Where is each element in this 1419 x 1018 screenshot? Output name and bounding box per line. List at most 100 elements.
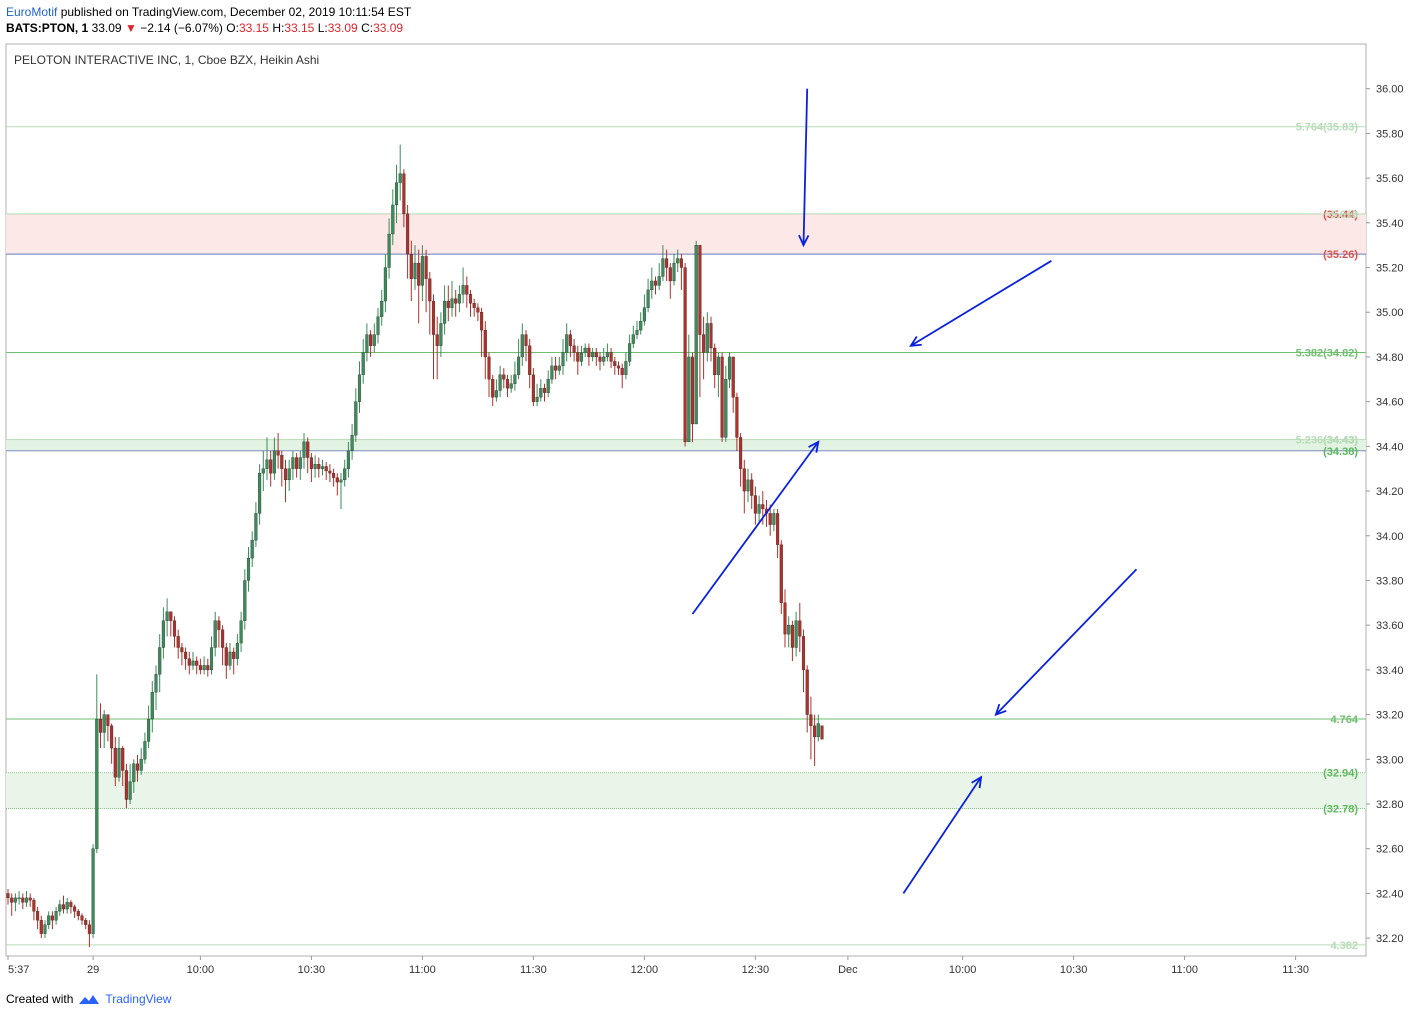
candle-body: [402, 173, 406, 215]
candle-body: [150, 692, 154, 720]
candle-body: [198, 665, 202, 671]
candle-body: [417, 262, 421, 286]
candle-body: [102, 714, 106, 733]
candle-body: [513, 374, 517, 384]
candle-body: [653, 280, 658, 286]
candle-body: [409, 253, 413, 279]
open-value: 33.15: [238, 21, 269, 35]
candle-body: [398, 173, 402, 183]
candle-body: [73, 906, 77, 912]
candle-body: [531, 374, 535, 402]
candle-body: [180, 647, 184, 653]
resistance-zone-top-label: (35.44): [1323, 209, 1358, 221]
candle-body: [739, 437, 743, 469]
support-zone-top-label: (32.94): [1323, 768, 1358, 780]
last-price: 33.09: [91, 21, 122, 35]
candle-body: [154, 674, 158, 693]
candle-body: [587, 347, 591, 358]
price-tick-label: 35.40: [1376, 218, 1404, 230]
candle-body: [591, 352, 595, 358]
candle-body: [487, 356, 491, 380]
candle-body: [639, 321, 643, 331]
candle-body: [309, 457, 313, 469]
candle-body: [620, 367, 624, 375]
candle-body: [787, 625, 791, 635]
candles-layer: [6, 144, 824, 948]
candle-body: [291, 457, 295, 469]
quote-line: BATS:PTON, 1 33.09 ▼ −2.14 (−6.07%) O:33…: [6, 20, 411, 36]
candle-body: [32, 899, 36, 912]
candle-body: [76, 911, 80, 916]
close-value: 33.09: [373, 21, 404, 35]
candle-body: [713, 347, 717, 375]
candle-body: [616, 365, 621, 369]
time-tick-label: 10:30: [1060, 964, 1088, 976]
candle-body: [557, 365, 561, 371]
candle-body: [613, 361, 617, 367]
candle-body: [10, 897, 14, 903]
price-tick-label: 33.80: [1376, 575, 1404, 587]
change-down-icon: ▼: [124, 21, 137, 35]
candle-body: [132, 763, 136, 782]
candle-body: [498, 374, 502, 391]
candle-body: [387, 233, 391, 268]
candle-body: [694, 245, 698, 425]
mid-zone: [6, 439, 1366, 451]
candle-body: [235, 642, 239, 659]
candle-body: [335, 477, 339, 483]
candle-body: [258, 473, 262, 514]
candle-body: [742, 468, 746, 492]
candle-body: [261, 468, 265, 474]
time-axis[interactable]: 5:37 29 10:00 10:30 11:00 11:30 12:00 12:30 Dec 1…: [7, 956, 1309, 976]
candle-body: [561, 352, 565, 367]
candle-body: [517, 356, 521, 375]
candle-body: [550, 365, 554, 380]
candle-body: [80, 915, 84, 921]
candle-body: [143, 741, 147, 760]
created-with-label: Created with: [6, 992, 74, 1006]
time-tick-label: 11:00: [409, 964, 436, 976]
candle-body: [276, 450, 280, 456]
publish-line: EuroMotif published on TradingView.com, …: [6, 4, 411, 20]
candle-body: [502, 374, 506, 380]
time-tick-label: 11:30: [1282, 964, 1309, 976]
candle-body: [184, 651, 188, 659]
candle-body: [243, 580, 247, 621]
price-tick-label: 32.40: [1376, 888, 1404, 900]
candle-body: [790, 625, 794, 648]
candle-body: [17, 897, 21, 900]
candle-body: [609, 352, 613, 362]
candle-body: [731, 356, 735, 398]
candle-body: [21, 897, 25, 903]
price-tick-label: 32.80: [1376, 799, 1404, 811]
candle-body: [465, 285, 469, 295]
candle-body: [753, 495, 757, 514]
price-tick-label: 34.00: [1376, 531, 1404, 543]
zones-layer: (35.44) (35.26) (34.43)(34.38) (32.94) (32.7…: [6, 209, 1366, 815]
candle-body: [565, 334, 569, 353]
candle-body: [121, 747, 125, 771]
author-link[interactable]: EuroMotif: [6, 5, 58, 19]
candle-body: [139, 759, 143, 771]
price-tick-label: 34.80: [1376, 352, 1404, 364]
candle-body: [87, 924, 91, 934]
candle-body: [28, 897, 32, 901]
plot-frame: [5, 43, 1367, 957]
candle-body: [598, 356, 602, 362]
candle-body: [801, 636, 806, 671]
price-tick-label: 35.00: [1376, 307, 1404, 319]
candle-body: [287, 468, 291, 481]
fib-levels-layer: 5.764(35.83) 5.618 5.382(34.82) 5.236(34.43…: [6, 122, 1366, 952]
annotation-arrow: [902, 776, 982, 894]
tradingview-brand[interactable]: TradingView: [105, 992, 172, 1006]
mid-zone-top-label: (34.43): [1323, 435, 1358, 447]
price-axis[interactable]: 32.20 32.40 32.60 32.80 33.00 33.20 33.40 33.60…: [1366, 84, 1404, 945]
candle-body: [54, 911, 58, 921]
candle-body: [428, 278, 432, 302]
candle-body: [668, 267, 672, 282]
candle-body: [768, 513, 772, 525]
price-tick-label: 33.40: [1376, 665, 1404, 677]
candle-body: [298, 457, 302, 469]
candle-body: [816, 723, 820, 738]
